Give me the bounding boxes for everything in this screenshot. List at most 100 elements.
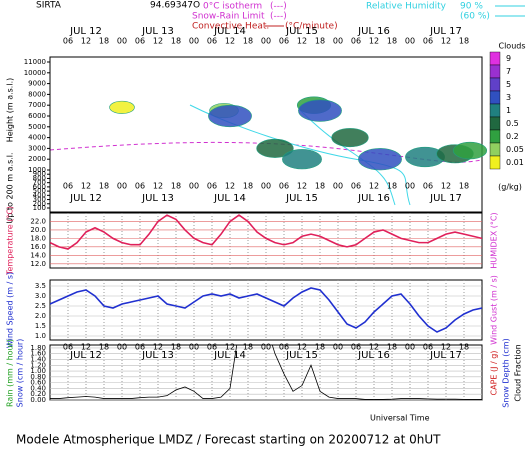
- y-tick-label: 1.40: [30, 355, 46, 363]
- y-tick-label: 0.60: [30, 379, 46, 387]
- colorbar-swatch: [489, 142, 501, 157]
- data-line: [50, 287, 482, 333]
- y-tick-label: 400: [33, 191, 46, 199]
- day-label: JUL 17: [429, 350, 462, 361]
- y-tick-label: 8000: [28, 90, 46, 98]
- colorbar-label: 5: [506, 80, 511, 89]
- hour-label: 18: [99, 343, 109, 352]
- day-label: JUL 13: [141, 350, 174, 361]
- hour-label: 06: [351, 343, 361, 352]
- colorbar-swatch: [489, 90, 501, 105]
- y-tick-label: 1.60: [30, 350, 46, 358]
- hour-label: 00: [333, 37, 343, 46]
- hour-label: 06: [279, 182, 289, 191]
- hour-label: 12: [81, 182, 91, 191]
- y-tick-label: 700: [33, 179, 46, 187]
- hour-label: 06: [63, 37, 73, 46]
- y-tick-label: 300: [33, 196, 46, 204]
- axis-title: Cloud Fraction: [514, 344, 523, 401]
- hour-label: 06: [423, 37, 433, 46]
- hour-label: 12: [297, 37, 307, 46]
- colorbar-swatch: [489, 51, 501, 66]
- hour-label: 12: [441, 182, 451, 191]
- hour-label: 18: [315, 37, 325, 46]
- y-tick-label: 0.40: [30, 384, 46, 392]
- y-tick-label: 2000: [28, 155, 46, 163]
- day-label: JUL 17: [429, 26, 462, 37]
- y-tick-label: 0.00: [30, 396, 46, 404]
- axis-title: Up to 200 m a.s.l.: [6, 152, 15, 223]
- day-label: JUL 12: [69, 26, 102, 37]
- hour-label: 06: [207, 343, 217, 352]
- y-tick-label: 500: [33, 187, 46, 195]
- day-label: JUL 16: [357, 26, 390, 37]
- hour-label: 00: [117, 37, 127, 46]
- hour-label: 12: [297, 343, 307, 352]
- hour-label: 12: [153, 343, 163, 352]
- hour-label: 12: [225, 343, 235, 352]
- hour-label: 18: [171, 37, 181, 46]
- hour-label: 12: [441, 343, 451, 352]
- hour-label: 00: [189, 182, 199, 191]
- day-label: JUL 14: [213, 193, 246, 204]
- hour-label: 06: [63, 182, 73, 191]
- y-tick-label: 14.0: [30, 251, 46, 259]
- hour-label: 06: [351, 182, 361, 191]
- day-label: JUL 15: [285, 350, 318, 361]
- colorbar-swatch: [489, 77, 501, 92]
- hour-label: 18: [171, 343, 181, 352]
- hour-label: 06: [279, 37, 289, 46]
- y-tick-label: 11000: [24, 58, 46, 66]
- cloud-cell: [282, 149, 322, 170]
- axis-title: CAPE (J / g): [490, 351, 499, 396]
- footer: Modele Atmospherique LMDZ / Forecast sta…: [16, 433, 441, 447]
- hour-label: 06: [207, 182, 217, 191]
- hour-label: 00: [117, 343, 127, 352]
- axis-title: Temperature (°C): [6, 206, 15, 276]
- y-tick-label: 1.5: [35, 322, 46, 330]
- hour-label: 12: [225, 37, 235, 46]
- hour-label: 18: [315, 343, 325, 352]
- axis-title: Snow (cm / hour): [16, 339, 25, 408]
- y-tick-label: 18.0: [30, 234, 46, 242]
- day-label: JUL 17: [429, 193, 462, 204]
- cloud-cell: [452, 141, 488, 160]
- day-label: JUL 13: [141, 193, 174, 204]
- hour-label: 12: [369, 343, 379, 352]
- hour-label: 00: [189, 37, 199, 46]
- y-tick-label: 2.5: [35, 302, 46, 310]
- y-tick-label: 100: [33, 204, 46, 212]
- hour-label: 18: [243, 343, 253, 352]
- hour-label: 18: [99, 37, 109, 46]
- axis-title: Wind Gust (m / s): [490, 275, 499, 345]
- y-tick-label: 3000: [28, 144, 46, 152]
- hour-label: 00: [333, 343, 343, 352]
- y-tick-label: 20.0: [30, 226, 46, 234]
- isotherm-key: (---): [270, 2, 287, 12]
- y-tick-label: 16.0: [30, 243, 46, 251]
- hour-label: 00: [189, 343, 199, 352]
- data-line: [50, 345, 482, 400]
- day-label: JUL 16: [357, 350, 390, 361]
- hour-label: 06: [135, 182, 145, 191]
- y-tick-label: 1.00: [30, 367, 46, 375]
- snow-rain-legend: Snow-Rain Limit: [192, 12, 265, 22]
- colorbar-title: Clouds: [498, 42, 525, 51]
- hour-label: 06: [135, 37, 145, 46]
- hour-label: 00: [261, 37, 271, 46]
- hour-label: 18: [243, 182, 253, 191]
- axis-title: Wind Speed (m / s): [6, 272, 15, 348]
- hour-label: 06: [135, 343, 145, 352]
- y-tick-label: 200: [33, 200, 46, 208]
- hour-label: 18: [387, 343, 397, 352]
- colorbar-label: 0.05: [506, 145, 524, 154]
- y-tick-label: 1000: [28, 166, 46, 174]
- hour-label: 06: [207, 37, 217, 46]
- axis-title: Rain (mm / hour): [6, 339, 15, 407]
- rh-legend: Relative Humidity: [366, 2, 447, 12]
- hour-label: 12: [225, 182, 235, 191]
- hour-label: 06: [63, 343, 73, 352]
- day-label: JUL 12: [69, 350, 102, 361]
- colorbar-swatch: [489, 129, 501, 144]
- hour-label: 18: [459, 182, 469, 191]
